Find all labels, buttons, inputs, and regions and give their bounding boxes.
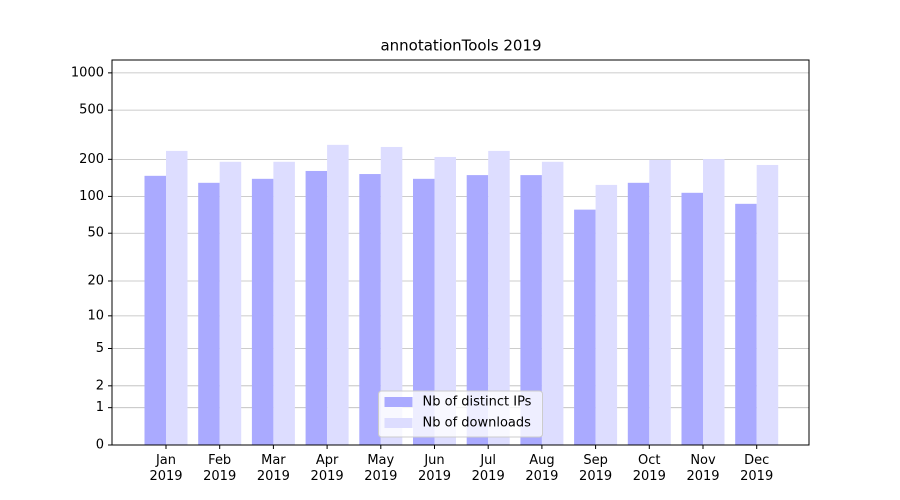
bar bbox=[251, 178, 274, 446]
bar bbox=[541, 161, 564, 445]
bar bbox=[756, 164, 779, 445]
bar bbox=[703, 159, 725, 445]
y-tick-label: 50 bbox=[87, 226, 104, 241]
x-tick-label: Sep 2019 bbox=[579, 453, 613, 484]
bar bbox=[735, 203, 757, 445]
x-tick-label: Jul 2019 bbox=[471, 453, 505, 484]
x-tick-label: Jan 2019 bbox=[149, 453, 183, 484]
legend-label: Nb of downloads bbox=[423, 416, 532, 431]
x-tick-label: Feb 2019 bbox=[203, 453, 237, 484]
y-tick-label: 100 bbox=[79, 189, 104, 204]
x-tick-label: May 2019 bbox=[364, 453, 398, 484]
bar bbox=[434, 156, 456, 445]
bar bbox=[144, 175, 166, 445]
bar bbox=[166, 150, 188, 445]
bar bbox=[219, 161, 242, 445]
bar bbox=[380, 146, 403, 445]
bar bbox=[273, 161, 295, 445]
x-tick-label: Jun 2019 bbox=[417, 453, 452, 484]
x-tick-label: Oct 2019 bbox=[632, 453, 666, 484]
bar bbox=[413, 178, 435, 446]
bar bbox=[574, 209, 596, 445]
bar bbox=[305, 170, 328, 445]
x-tick-label: Aug 2019 bbox=[525, 453, 559, 484]
y-tick-label: 1 bbox=[96, 400, 104, 415]
bar bbox=[681, 192, 703, 445]
bar bbox=[520, 175, 542, 445]
y-tick-label: 20 bbox=[87, 274, 104, 289]
bar bbox=[327, 144, 349, 446]
plot-frame bbox=[111, 59, 810, 446]
y-tick-label: 10 bbox=[87, 308, 104, 323]
y-tick-label: 1000 bbox=[71, 65, 104, 80]
bar bbox=[649, 159, 671, 445]
x-tick-label: Mar 2019 bbox=[256, 453, 290, 484]
bar bbox=[466, 175, 489, 445]
y-tick-label: 0 bbox=[96, 438, 104, 453]
bar bbox=[627, 182, 650, 445]
y-tick-label: 200 bbox=[79, 152, 104, 167]
x-tick-label: Nov 2019 bbox=[686, 453, 720, 484]
x-tick-label: Dec 2019 bbox=[740, 453, 774, 484]
bar bbox=[595, 184, 618, 445]
bar bbox=[198, 182, 220, 445]
y-tick-label: 2 bbox=[96, 378, 104, 393]
chart-title: annotationTools 2019 bbox=[380, 37, 541, 55]
legend-swatch bbox=[384, 397, 413, 407]
bar bbox=[488, 150, 510, 445]
legend: Nb of distinct IPs Nb of downloads bbox=[378, 390, 543, 438]
legend-swatch bbox=[384, 418, 413, 428]
legend-label: Nb of distinct IPs bbox=[423, 395, 532, 410]
y-tick-label: 5 bbox=[96, 341, 104, 356]
x-tick-label: Apr 2019 bbox=[310, 453, 344, 484]
bar bbox=[359, 174, 381, 445]
y-tick-label: 500 bbox=[79, 103, 104, 118]
legend-box bbox=[378, 390, 543, 438]
